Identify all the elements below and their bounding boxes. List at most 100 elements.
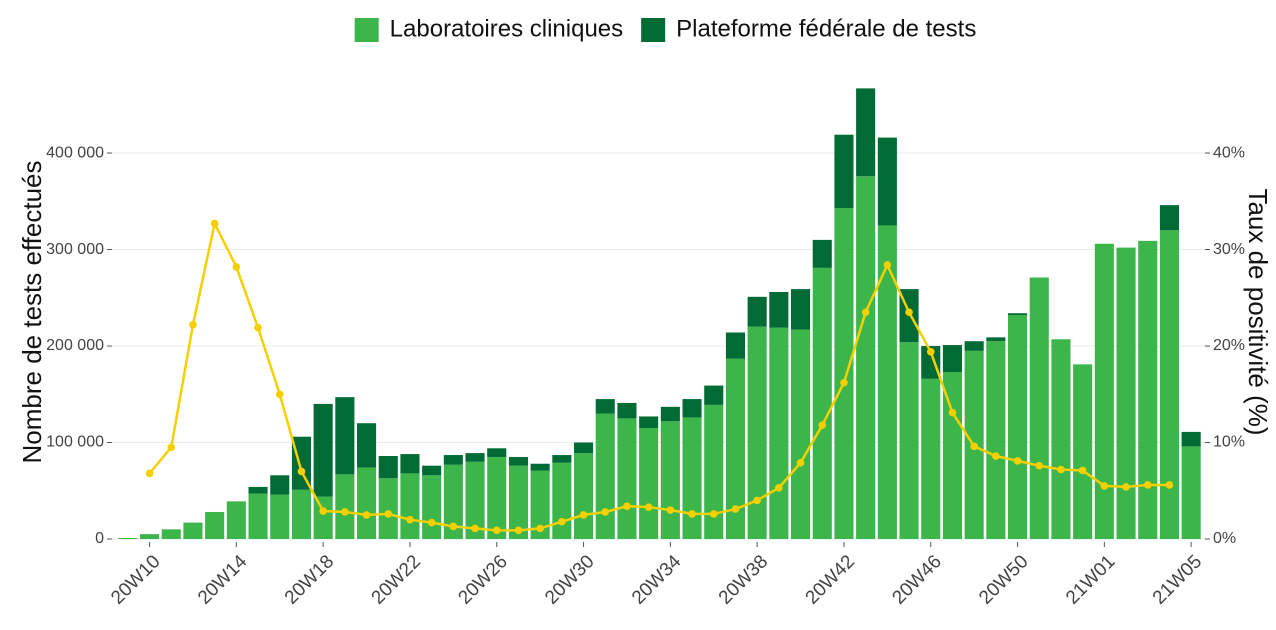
bar: [465, 453, 485, 462]
line-point: [145, 469, 154, 478]
legend-swatch: [354, 18, 379, 42]
y2-tick-label: 0%: [1213, 530, 1236, 547]
bar: [617, 402, 637, 419]
legend: Laboratoires cliniques Plateforme fédéral…: [354, 15, 976, 42]
x-tick-label: 20W34: [628, 551, 686, 609]
x-tick-label: 20W50: [975, 551, 1032, 608]
bar: [1159, 205, 1179, 231]
bar: [1138, 240, 1158, 539]
x-tick-label: 20W30: [541, 551, 598, 608]
bar: [812, 239, 832, 268]
bar: [357, 467, 377, 539]
bar: [335, 474, 355, 539]
bar: [595, 399, 615, 414]
x-tick-label: 20W14: [194, 551, 252, 609]
bar: [964, 341, 984, 351]
x-tick-label: 21W01: [1062, 551, 1119, 608]
line-point: [189, 320, 197, 329]
bar: [639, 416, 659, 429]
bar: [248, 486, 268, 494]
line-point: [536, 524, 544, 533]
bar: [942, 345, 962, 373]
bar: [378, 478, 398, 539]
bar: [508, 465, 528, 539]
bar: [747, 326, 767, 539]
line-point: [558, 517, 566, 526]
line-point: [666, 506, 675, 514]
x-tick-label: 21W05: [1149, 551, 1206, 608]
bar: [465, 461, 485, 539]
x-tick-label: 20W38: [715, 551, 772, 608]
y-tick-label: 300 000: [46, 241, 104, 258]
bar: [986, 337, 1006, 342]
bar: [834, 134, 854, 209]
x-tick-label: 20W10: [107, 551, 164, 608]
bar: [291, 489, 311, 539]
bar: [877, 137, 897, 226]
bar: [791, 289, 811, 330]
y-axis-title: Nombre de tests effectués: [17, 160, 47, 463]
bar: [791, 329, 811, 539]
bar: [1008, 313, 1028, 316]
bar: [725, 332, 745, 359]
bar: [595, 413, 615, 539]
bar: [357, 423, 377, 468]
bar: [1073, 364, 1093, 539]
line-point: [362, 511, 371, 519]
bar: [986, 341, 1006, 539]
bar: [899, 342, 919, 539]
bar: [248, 493, 268, 539]
bar: [769, 291, 789, 328]
bar: [508, 456, 528, 466]
bar: [552, 455, 572, 463]
bar: [161, 529, 181, 539]
line-point: [492, 526, 501, 535]
line-point: [840, 378, 848, 387]
bar: [856, 88, 876, 177]
bar: [530, 463, 550, 471]
bar: [704, 385, 724, 405]
bar: [270, 475, 290, 495]
line-point: [1143, 481, 1152, 489]
bar: [877, 225, 897, 539]
bar: [205, 511, 225, 539]
line-point: [1078, 466, 1087, 475]
bar: [422, 475, 442, 539]
bar: [1181, 431, 1201, 447]
bar: [1008, 315, 1028, 539]
bar: [574, 442, 594, 454]
bar: [682, 399, 702, 418]
line-point: [992, 452, 1000, 460]
bar: [400, 473, 420, 539]
line-point: [1057, 465, 1065, 474]
line-point: [579, 511, 588, 519]
line-point: [1035, 461, 1044, 470]
y2-tick-label: 30%: [1213, 241, 1245, 258]
bar: [443, 455, 463, 465]
line-point: [623, 502, 631, 510]
bar: [660, 421, 680, 539]
line-point: [818, 421, 827, 429]
bar: [422, 465, 442, 476]
y-tick-label: 200 000: [46, 337, 104, 354]
line-point: [926, 348, 935, 356]
bar: [812, 267, 832, 539]
bar: [226, 501, 246, 539]
bar: [834, 208, 854, 539]
bar: [639, 428, 659, 539]
x-tick-label: 20W42: [802, 551, 859, 608]
line-point: [861, 308, 870, 317]
line-point: [232, 263, 241, 271]
line-point: [970, 442, 978, 451]
bar: [1029, 277, 1049, 539]
y-tick-label: 100 000: [46, 434, 104, 451]
line-point: [254, 323, 262, 332]
bar: [769, 327, 789, 539]
x-tick-label: 20W22: [368, 551, 425, 608]
line-point: [384, 510, 393, 518]
line-point: [1013, 457, 1022, 465]
line-point: [319, 507, 327, 515]
y2-tick-label: 20%: [1213, 337, 1245, 354]
line-point: [275, 390, 284, 399]
line-point: [1100, 482, 1109, 490]
